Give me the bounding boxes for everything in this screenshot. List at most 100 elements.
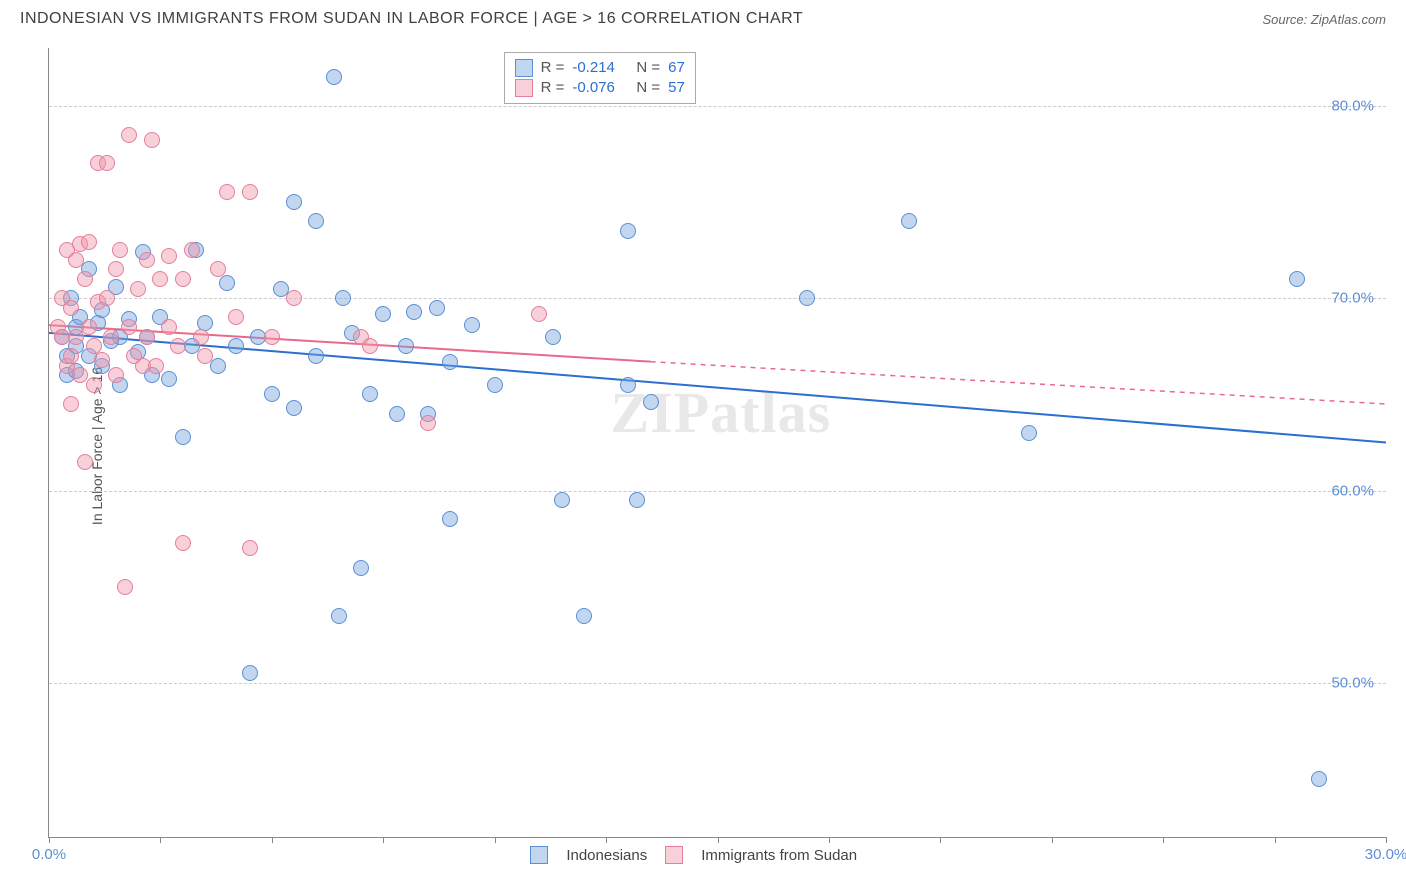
scatter-point-indonesians — [620, 223, 636, 239]
x-tick-mark — [829, 837, 830, 843]
x-tick-mark — [1052, 837, 1053, 843]
scatter-point-indonesians — [389, 406, 405, 422]
scatter-point-indonesians — [629, 492, 645, 508]
n-value: 57 — [668, 79, 685, 96]
gridline-h — [49, 683, 1386, 684]
scatter-point-immigrants-sudan — [81, 319, 97, 335]
chart-plot-area: ZIPatlas 50.0%60.0%70.0%80.0%0.0%30.0%R … — [48, 48, 1386, 838]
source-label: Source: ZipAtlas.com — [1262, 12, 1386, 27]
y-tick-label: 70.0% — [1331, 290, 1374, 307]
scatter-point-indonesians — [1021, 425, 1037, 441]
n-value: 67 — [668, 59, 685, 76]
scatter-point-indonesians — [362, 386, 378, 402]
watermark: ZIPatlas — [611, 379, 832, 446]
scatter-point-immigrants-sudan — [420, 415, 436, 431]
scatter-point-immigrants-sudan — [99, 290, 115, 306]
r-label: R = — [541, 59, 565, 76]
scatter-point-immigrants-sudan — [121, 319, 137, 335]
scatter-point-indonesians — [464, 317, 480, 333]
y-tick-label: 60.0% — [1331, 482, 1374, 499]
scatter-point-indonesians — [326, 69, 342, 85]
scatter-point-indonesians — [228, 338, 244, 354]
scatter-point-immigrants-sudan — [152, 271, 168, 287]
scatter-point-indonesians — [264, 386, 280, 402]
gridline-h — [49, 298, 1386, 299]
scatter-point-immigrants-sudan — [103, 329, 119, 345]
scatter-point-immigrants-sudan — [193, 329, 209, 345]
scatter-point-indonesians — [429, 300, 445, 316]
scatter-point-immigrants-sudan — [170, 338, 186, 354]
scatter-point-indonesians — [161, 371, 177, 387]
legend-label: Immigrants from Sudan — [701, 847, 857, 864]
gridline-h — [49, 491, 1386, 492]
scatter-point-immigrants-sudan — [175, 535, 191, 551]
x-tick-mark — [383, 837, 384, 843]
scatter-point-immigrants-sudan — [148, 358, 164, 374]
series-legend: Indonesians Immigrants from Sudan — [530, 846, 857, 864]
y-tick-label: 80.0% — [1331, 97, 1374, 114]
scatter-point-indonesians — [545, 329, 561, 345]
scatter-point-immigrants-sudan — [531, 306, 547, 322]
scatter-point-immigrants-sudan — [63, 348, 79, 364]
scatter-point-immigrants-sudan — [108, 261, 124, 277]
scatter-point-immigrants-sudan — [139, 329, 155, 345]
scatter-point-immigrants-sudan — [242, 184, 258, 200]
regression-legend: R = -0.214 N = 67R = -0.076 N = 57 — [504, 52, 696, 104]
scatter-point-immigrants-sudan — [108, 367, 124, 383]
scatter-point-indonesians — [353, 560, 369, 576]
scatter-point-indonesians — [554, 492, 570, 508]
header: INDONESIAN VS IMMIGRANTS FROM SUDAN IN L… — [0, 0, 1406, 34]
scatter-point-indonesians — [406, 304, 422, 320]
scatter-point-indonesians — [576, 608, 592, 624]
scatter-point-immigrants-sudan — [99, 155, 115, 171]
r-value: -0.076 — [572, 79, 628, 96]
scatter-point-immigrants-sudan — [117, 579, 133, 595]
legend-label: Indonesians — [566, 847, 647, 864]
scatter-point-indonesians — [643, 394, 659, 410]
scatter-point-indonesians — [331, 608, 347, 624]
x-tick-mark — [49, 837, 50, 843]
scatter-point-indonesians — [286, 194, 302, 210]
n-label: N = — [636, 59, 660, 76]
r-label: R = — [541, 79, 565, 96]
scatter-point-immigrants-sudan — [121, 127, 137, 143]
scatter-point-indonesians — [219, 275, 235, 291]
x-tick-mark — [160, 837, 161, 843]
x-tick-mark — [495, 837, 496, 843]
scatter-point-indonesians — [210, 358, 226, 374]
scatter-point-immigrants-sudan — [112, 242, 128, 258]
regression-legend-row: R = -0.214 N = 67 — [515, 58, 685, 78]
legend-swatch — [530, 846, 548, 864]
scatter-point-indonesians — [175, 429, 191, 445]
scatter-point-indonesians — [1289, 271, 1305, 287]
legend-swatch — [665, 846, 683, 864]
scatter-point-immigrants-sudan — [63, 396, 79, 412]
scatter-point-immigrants-sudan — [210, 261, 226, 277]
x-tick-mark — [1386, 837, 1387, 843]
r-value: -0.214 — [572, 59, 628, 76]
x-tick-label: 30.0% — [1365, 846, 1406, 863]
scatter-point-indonesians — [442, 511, 458, 527]
scatter-point-indonesians — [398, 338, 414, 354]
scatter-point-indonesians — [1311, 771, 1327, 787]
x-tick-mark — [606, 837, 607, 843]
x-tick-mark — [718, 837, 719, 843]
scatter-point-indonesians — [308, 213, 324, 229]
scatter-point-indonesians — [442, 354, 458, 370]
scatter-point-immigrants-sudan — [94, 352, 110, 368]
legend-swatch — [515, 59, 533, 77]
scatter-point-immigrants-sudan — [77, 454, 93, 470]
scatter-point-immigrants-sudan — [81, 234, 97, 250]
scatter-point-immigrants-sudan — [197, 348, 213, 364]
gridline-h — [49, 106, 1386, 107]
scatter-point-indonesians — [308, 348, 324, 364]
scatter-point-immigrants-sudan — [242, 540, 258, 556]
scatter-point-immigrants-sudan — [264, 329, 280, 345]
scatter-point-indonesians — [375, 306, 391, 322]
regression-lines-layer — [49, 48, 1386, 837]
x-tick-label: 0.0% — [32, 846, 66, 863]
scatter-point-immigrants-sudan — [161, 248, 177, 264]
scatter-point-immigrants-sudan — [130, 281, 146, 297]
scatter-point-immigrants-sudan — [86, 377, 102, 393]
scatter-point-immigrants-sudan — [184, 242, 200, 258]
